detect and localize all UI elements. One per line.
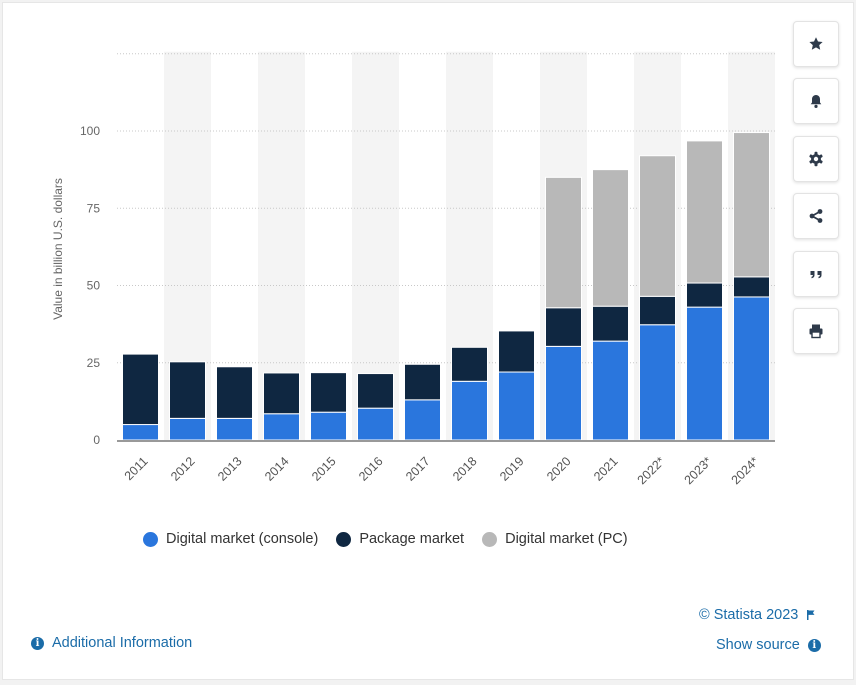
bar-segment — [733, 296, 770, 441]
x-tick-label: 2021 — [591, 454, 621, 484]
bar-segment — [357, 407, 394, 441]
bar-segment — [169, 417, 206, 441]
bar-segment — [545, 345, 582, 441]
x-tick-label: 2018 — [450, 454, 480, 484]
bell-icon — [810, 95, 822, 108]
x-tick-label: 2017 — [403, 454, 433, 484]
legend: Digital market (console) Package market … — [143, 531, 646, 547]
bar-segment — [451, 380, 488, 441]
show-source-link[interactable]: Show source i — [716, 637, 821, 653]
x-tick-label: 2015 — [309, 454, 339, 484]
bar-segment — [122, 353, 159, 426]
quote-icon — [810, 271, 822, 279]
print-icon — [809, 324, 823, 339]
legend-swatch — [482, 531, 498, 547]
notification-button[interactable] — [793, 78, 839, 124]
x-tick-label: 2023* — [682, 454, 715, 487]
bar-segment — [451, 346, 488, 382]
copyright-text: © Statista 2023 — [699, 607, 799, 623]
bar-segment — [498, 371, 535, 441]
x-tick-label: 2019 — [497, 454, 527, 484]
legend-swatch — [143, 531, 158, 547]
bar-segment — [686, 282, 723, 308]
x-tick-label: 2020 — [544, 454, 574, 484]
legend-label: Package market — [359, 531, 465, 547]
bar-segment — [263, 372, 300, 415]
bar-segment — [686, 140, 723, 284]
bar-segment — [216, 417, 253, 441]
bar-segment — [263, 413, 300, 441]
y-tick-labels: 0 25 50 75 100 — [80, 124, 100, 447]
x-tick-label: 2011 — [122, 454, 151, 483]
legend-swatch — [336, 531, 352, 547]
legend-label: Digital market (console) — [166, 531, 319, 547]
favorite-button[interactable] — [793, 21, 839, 67]
flag-icon — [807, 610, 815, 620]
show-source-text: Show source — [716, 637, 800, 653]
bar-segment — [592, 169, 629, 307]
cite-button[interactable] — [793, 251, 839, 297]
star-icon — [809, 37, 823, 50]
legend-label: Digital market (PC) — [505, 531, 628, 547]
bar-segment — [592, 305, 629, 342]
x-tick-label: 2014 — [262, 454, 292, 484]
bar-segment — [310, 411, 347, 441]
legend-item-package[interactable]: Package market — [336, 531, 464, 547]
legend-item-digital-pc[interactable]: Digital market (PC) — [482, 531, 628, 547]
y-axis-label: Value in billion U.S. dollars — [51, 178, 65, 320]
gear-icon — [809, 151, 823, 167]
bar-segment — [686, 306, 723, 441]
x-tick-label: 2012 — [168, 454, 198, 484]
y-tick-label: 25 — [87, 356, 101, 370]
y-tick-label: 50 — [87, 279, 101, 293]
info-icon: i — [31, 636, 44, 650]
x-tick-label: 2022* — [635, 454, 668, 487]
bars — [122, 132, 770, 441]
bar-segment — [639, 324, 676, 441]
bar-segment — [639, 295, 676, 326]
bar-segment — [357, 373, 394, 409]
additional-information-link[interactable]: i Additional Information — [31, 635, 192, 651]
bar-segment — [592, 340, 629, 441]
bar-segment — [404, 399, 441, 441]
bar-segment — [733, 132, 770, 278]
settings-button[interactable] — [793, 136, 839, 182]
bar-segment — [545, 176, 582, 309]
x-tick-label: 2024* — [729, 454, 762, 487]
x-tick-labels: 2011 2012 2013 2014 2015 2016 2017 2018 2019 2020… — [122, 454, 762, 487]
share-button[interactable] — [793, 193, 839, 239]
bar-segment — [639, 155, 676, 297]
y-tick-label: 75 — [87, 201, 101, 215]
print-button[interactable] — [793, 308, 839, 354]
statista-copyright[interactable]: © Statista 2023 — [699, 607, 817, 623]
legend-item-digital-console[interactable]: Digital market (console) — [143, 531, 318, 547]
bar-segment — [216, 366, 253, 419]
bar-segment — [122, 424, 159, 441]
bar-segment — [404, 363, 441, 401]
x-tick-label: 2013 — [215, 454, 245, 484]
bar-segment — [545, 307, 582, 347]
bar-segment — [169, 361, 206, 419]
additional-info-text: Additional Information — [52, 635, 193, 651]
bar-segment — [733, 276, 770, 298]
share-icon — [809, 209, 823, 223]
y-tick-label: 100 — [80, 124, 100, 138]
info-icon: i — [807, 638, 821, 652]
x-tick-label: 2016 — [356, 454, 386, 484]
bar-segment — [310, 372, 347, 413]
bar-segment — [498, 330, 535, 373]
y-tick-label: 0 — [93, 433, 100, 447]
